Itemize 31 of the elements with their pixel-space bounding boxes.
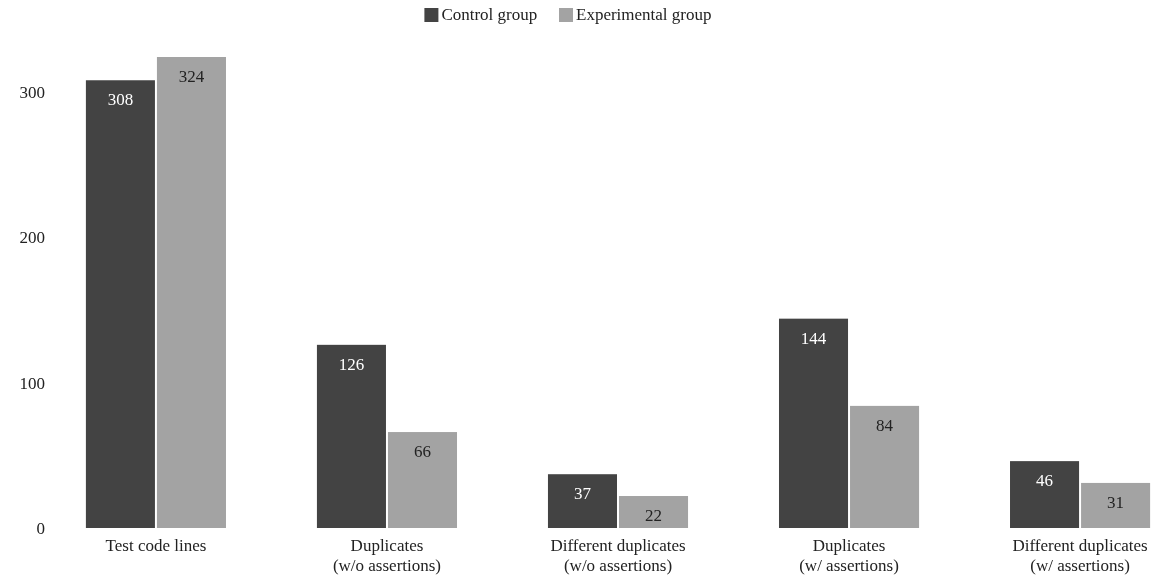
y-tick-label: 100 [19, 373, 45, 393]
data-label: 144 [800, 328, 827, 348]
data-label: 37 [573, 484, 592, 504]
y-tick-label: 0 [36, 519, 45, 538]
bar [1081, 482, 1151, 528]
bar [619, 496, 689, 528]
x-tick-label: Different duplicates (w/ assertions) [1012, 536, 1148, 575]
bar [778, 318, 849, 528]
bar [1010, 461, 1080, 528]
data-label: 22 [645, 506, 663, 526]
data-label: 46 [1036, 471, 1054, 491]
legend-label: Control group [441, 5, 538, 24]
y-tick-label: 300 [19, 82, 45, 102]
x-tick-label: Test code lines [105, 536, 207, 555]
data-label: 84 [876, 415, 894, 435]
legend-label: Experimental group [576, 5, 712, 24]
data-label: 324 [178, 67, 205, 86]
data-label: 126 [338, 354, 365, 374]
bar [85, 80, 155, 528]
data-label: 31 [1107, 492, 1125, 512]
bar [547, 474, 617, 528]
bar [850, 405, 920, 528]
x-tick-label: Duplicates (w/ assertions) [799, 536, 899, 575]
bar [387, 432, 458, 528]
data-label: 308 [107, 90, 134, 110]
x-tick-label: Duplicates (w/o assertions) [332, 536, 442, 575]
y-tick-label: 200 [19, 228, 45, 248]
bar [316, 344, 386, 528]
data-label: 66 [413, 442, 431, 462]
bar [156, 57, 226, 528]
x-tick-label: Different duplicates (w/o assertions) [550, 536, 686, 575]
